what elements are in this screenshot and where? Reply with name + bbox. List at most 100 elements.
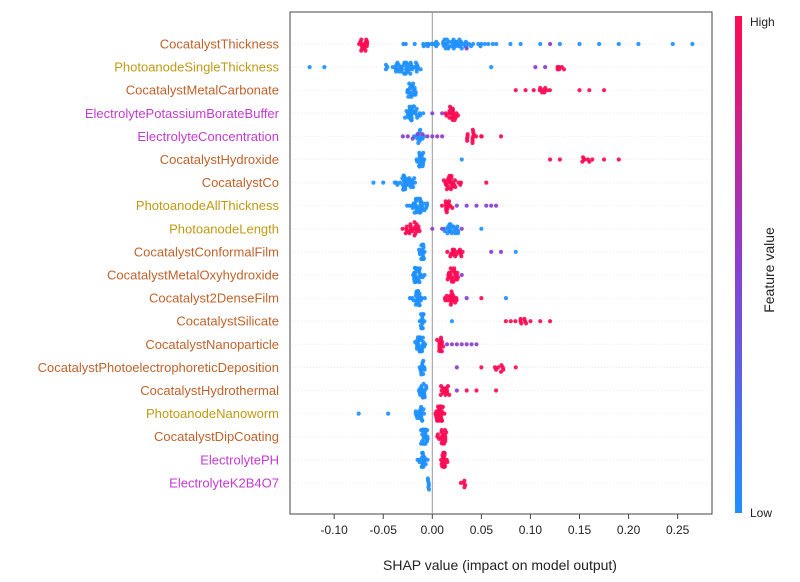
shap-point [418,312,424,317]
shap-point [523,321,529,326]
shap-point [429,41,434,47]
shap-point [412,220,417,225]
shap-point [416,247,422,252]
shap-point [415,415,420,421]
shap-point [435,134,440,139]
shap-point [365,39,370,44]
shap-point [422,272,427,278]
shap-point [425,201,430,206]
shap-point [464,342,469,347]
shap-point [587,88,592,93]
shap-point [443,111,448,116]
shap-point [508,319,513,324]
shap-point [394,69,399,74]
shap-point [484,180,489,185]
shap-point [395,182,400,187]
shap-point [493,203,499,208]
shap-point [493,367,499,372]
shap-point [443,386,448,391]
shap-point [455,224,460,229]
shap-point [469,342,474,347]
x-tick-label: 0.15 [568,523,592,537]
shap-point [449,319,455,324]
shap-point [547,41,553,47]
shap-point [479,226,484,231]
shap-point [364,44,369,49]
shap-point [523,88,528,93]
shap-point [450,106,455,111]
x-tick-label: 0.25 [666,523,690,537]
shap-point [464,388,469,393]
shap-point [422,455,427,460]
shap-point [417,164,422,169]
shap-point [444,210,449,215]
shap-point [437,404,443,409]
shap-point [448,266,453,271]
shap-point [555,67,560,72]
shap-point [417,210,422,215]
shap-point [561,67,567,72]
shap-point [452,178,458,183]
shap-point [577,88,582,93]
shap-point [468,44,474,49]
shap-point [422,208,427,213]
shap-point [453,231,458,236]
shap-point [386,411,391,416]
shap-point [490,41,495,47]
shap-point [444,342,450,347]
shap-point [557,41,562,47]
shap-point [454,342,459,347]
shap-point [415,289,421,294]
shap-point [417,150,422,155]
shap-point [411,298,416,303]
feature-label: CocatalystHydroxide [160,152,279,167]
shap-point [400,226,405,231]
shap-point [447,173,452,179]
shap-point [407,81,412,86]
shap-point [456,44,461,49]
shap-point [464,203,469,208]
shap-point [419,372,424,377]
shap-point [401,173,406,178]
shap-point [413,302,418,307]
x-tick-label: 0.00 [421,523,445,537]
shap-point [435,337,440,342]
shap-point [430,134,435,139]
shap-point [437,436,442,441]
shap-point [454,39,460,44]
shap-point [441,178,446,183]
shap-point [439,428,444,433]
shap-point [416,224,421,229]
shap-point [590,157,595,162]
shap-point [443,298,448,303]
feature-labels: CocatalystThickness PhotoanodeSingleThick… [38,37,280,491]
shap-point [419,349,425,354]
shap-point [462,485,467,490]
shap-point [479,296,484,301]
shap-point [459,226,464,231]
shap-point [601,88,607,93]
shap-point [494,41,499,47]
shap-point [449,289,454,294]
shap-point [474,342,479,347]
shap-point [489,249,494,254]
shap-point [422,344,427,349]
shap-point [412,176,417,181]
shap-point [690,41,695,47]
shap-point [397,69,402,74]
shap-point [400,134,405,139]
shap-point [426,487,432,492]
colorbar-high-label: High [750,15,775,29]
shap-point [415,159,420,164]
shap-point [422,157,427,162]
shap-point [531,88,536,93]
shap-point [465,138,470,143]
shap-point [425,457,430,462]
shap-point [498,369,504,374]
shap-point [445,249,450,254]
shap-point [412,180,418,185]
colorbar-low-label: Low [750,506,772,520]
shap-point [402,115,408,120]
shap-point [417,319,422,324]
shap-point [411,104,417,109]
